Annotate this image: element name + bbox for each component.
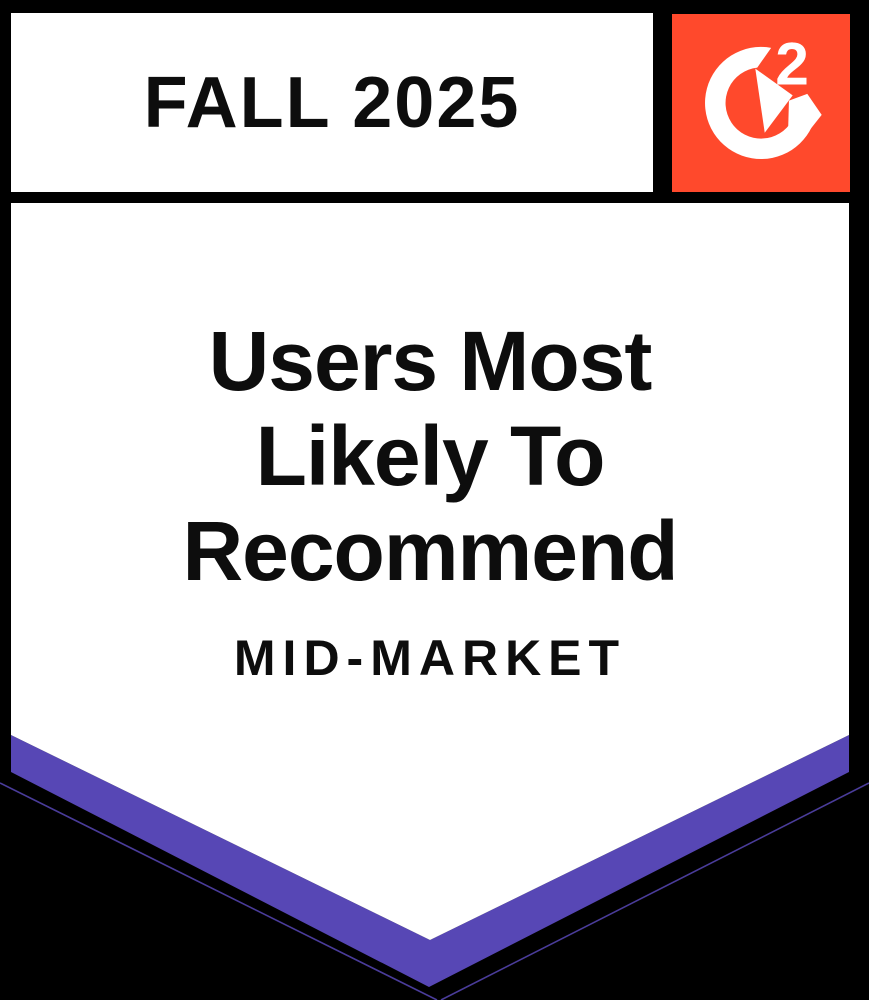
g2-logo-arrow: [788, 93, 822, 141]
g2-logo-superscript: 2: [775, 29, 809, 97]
award-title: Users Most Likely To Recommend: [182, 314, 678, 598]
g2-logo-ribbon: [755, 68, 793, 133]
shadow-chevron-line-left: [0, 782, 438, 1000]
header-bar: [11, 13, 653, 192]
g2-logo-ring: [705, 46, 812, 160]
segment-label: MID-MARKET: [233, 630, 627, 686]
g2-logo-icon: 2: [705, 29, 822, 160]
pennant-body: [11, 203, 849, 940]
shadow-chevron-line-right: [440, 782, 869, 1000]
season-label: FALL 2025: [143, 62, 521, 143]
